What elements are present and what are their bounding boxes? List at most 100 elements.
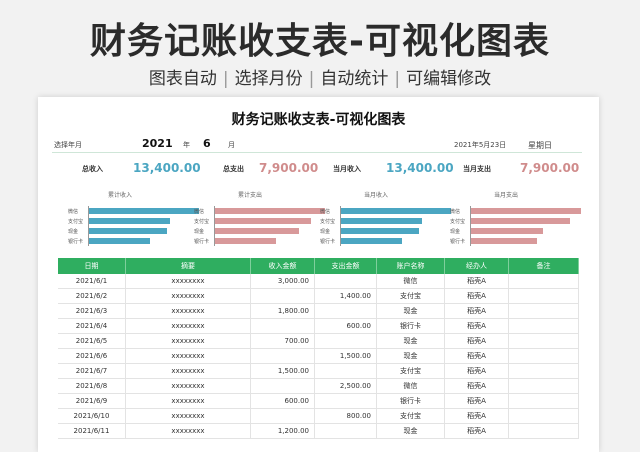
table-row[interactable]: 2021/6/4 xxxxxxxx 600.00 银行卡 稻壳A bbox=[58, 319, 579, 334]
table-cell[interactable] bbox=[251, 379, 315, 394]
table-cell[interactable]: xxxxxxxx bbox=[126, 289, 251, 304]
table-cell[interactable] bbox=[509, 379, 579, 394]
banner-subtitle: 图表自动 | 选择月份 | 自动统计 | 可编辑修改 bbox=[0, 64, 640, 89]
table-cell[interactable]: 稻壳A bbox=[445, 424, 509, 439]
table-cell[interactable]: 2,500.00 bbox=[315, 379, 377, 394]
table-cell[interactable]: xxxxxxxx bbox=[126, 394, 251, 409]
table-cell[interactable] bbox=[509, 349, 579, 364]
table-cell[interactable] bbox=[509, 319, 579, 334]
table-cell[interactable]: 1,200.00 bbox=[251, 424, 315, 439]
month-select[interactable]: 6 bbox=[203, 137, 211, 150]
table-cell[interactable]: 微信 bbox=[377, 379, 445, 394]
table-cell[interactable]: 稻壳A bbox=[445, 379, 509, 394]
table-cell[interactable] bbox=[509, 424, 579, 439]
table-cell[interactable] bbox=[251, 409, 315, 424]
table-cell[interactable]: 2021/6/2 bbox=[58, 289, 126, 304]
table-cell[interactable]: xxxxxxxx bbox=[126, 304, 251, 319]
table-cell[interactable]: 银行卡 bbox=[377, 319, 445, 334]
table-cell[interactable]: 稻壳A bbox=[445, 319, 509, 334]
table-cell[interactable]: 2021/6/9 bbox=[58, 394, 126, 409]
table-cell[interactable]: 现金 bbox=[377, 334, 445, 349]
year-unit: 年 bbox=[183, 141, 190, 149]
column-header[interactable]: 备注 bbox=[509, 258, 579, 274]
feature-label: 选择月份 bbox=[234, 69, 303, 89]
table-cell[interactable]: 2021/6/5 bbox=[58, 334, 126, 349]
table-cell[interactable] bbox=[315, 364, 377, 379]
table-cell[interactable] bbox=[315, 334, 377, 349]
table-cell[interactable]: 支付宝 bbox=[377, 364, 445, 379]
column-header[interactable]: 日期 bbox=[58, 258, 126, 274]
table-cell[interactable]: 600.00 bbox=[315, 319, 377, 334]
table-cell[interactable]: xxxxxxxx bbox=[126, 364, 251, 379]
table-cell[interactable]: 1,400.00 bbox=[315, 289, 377, 304]
table-row[interactable]: 2021/6/1 xxxxxxxx 3,000.00 微信 稻壳A bbox=[58, 274, 579, 289]
table-cell[interactable]: 现金 bbox=[377, 304, 445, 319]
table-cell[interactable] bbox=[509, 274, 579, 289]
table-cell[interactable] bbox=[509, 364, 579, 379]
column-header[interactable]: 收入金额 bbox=[251, 258, 315, 274]
column-header[interactable]: 经办人 bbox=[445, 258, 509, 274]
column-header[interactable]: 账户名称 bbox=[377, 258, 445, 274]
table-cell[interactable]: 2021/6/4 bbox=[58, 319, 126, 334]
table-cell[interactable]: 稻壳A bbox=[445, 349, 509, 364]
table-cell[interactable]: 支付宝 bbox=[377, 289, 445, 304]
table-cell[interactable]: 1,500.00 bbox=[251, 364, 315, 379]
table-cell[interactable]: 支付宝 bbox=[377, 409, 445, 424]
table-cell[interactable]: 2021/6/10 bbox=[58, 409, 126, 424]
table-cell[interactable]: 稻壳A bbox=[445, 334, 509, 349]
column-header[interactable]: 摘要 bbox=[126, 258, 251, 274]
table-cell[interactable]: 2021/6/11 bbox=[58, 424, 126, 439]
table-cell[interactable]: 2021/6/6 bbox=[58, 349, 126, 364]
table-cell[interactable] bbox=[251, 289, 315, 304]
table-row[interactable]: 2021/6/11 xxxxxxxx 1,200.00 现金 稻壳A bbox=[58, 424, 579, 439]
column-header[interactable]: 支出金额 bbox=[315, 258, 377, 274]
table-cell[interactable] bbox=[509, 334, 579, 349]
table-cell[interactable]: 稻壳A bbox=[445, 409, 509, 424]
year-select[interactable]: 2021 bbox=[142, 137, 173, 150]
table-cell[interactable]: 1,800.00 bbox=[251, 304, 315, 319]
table-row[interactable]: 2021/6/5 xxxxxxxx 700.00 现金 稻壳A bbox=[58, 334, 579, 349]
table-cell[interactable] bbox=[315, 394, 377, 409]
table-cell[interactable]: xxxxxxxx bbox=[126, 409, 251, 424]
table-cell[interactable]: xxxxxxxx bbox=[126, 349, 251, 364]
table-row[interactable]: 2021/6/2 xxxxxxxx 1,400.00 支付宝 稻壳A bbox=[58, 289, 579, 304]
table-row[interactable]: 2021/6/3 xxxxxxxx 1,800.00 现金 稻壳A bbox=[58, 304, 579, 319]
table-cell[interactable] bbox=[509, 409, 579, 424]
table-cell[interactable]: 微信 bbox=[377, 274, 445, 289]
table-cell[interactable]: 稻壳A bbox=[445, 289, 509, 304]
table-cell[interactable] bbox=[251, 349, 315, 364]
table-row[interactable]: 2021/6/9 xxxxxxxx 600.00 银行卡 稻壳A bbox=[58, 394, 579, 409]
table-cell[interactable]: xxxxxxxx bbox=[126, 379, 251, 394]
table-cell[interactable] bbox=[315, 424, 377, 439]
table-cell[interactable] bbox=[251, 319, 315, 334]
table-cell[interactable]: 稻壳A bbox=[445, 394, 509, 409]
table-cell[interactable]: 700.00 bbox=[251, 334, 315, 349]
table-cell[interactable]: 稻壳A bbox=[445, 274, 509, 289]
table-cell[interactable]: 1,500.00 bbox=[315, 349, 377, 364]
table-cell[interactable]: 2021/6/8 bbox=[58, 379, 126, 394]
table-cell[interactable] bbox=[509, 394, 579, 409]
table-cell[interactable]: 2021/6/3 bbox=[58, 304, 126, 319]
table-cell[interactable]: 800.00 bbox=[315, 409, 377, 424]
table-row[interactable]: 2021/6/6 xxxxxxxx 1,500.00 现金 稻壳A bbox=[58, 349, 579, 364]
table-cell[interactable]: xxxxxxxx bbox=[126, 334, 251, 349]
table-cell[interactable]: 3,000.00 bbox=[251, 274, 315, 289]
table-row[interactable]: 2021/6/8 xxxxxxxx 2,500.00 微信 稻壳A bbox=[58, 379, 579, 394]
table-cell[interactable] bbox=[315, 274, 377, 289]
table-cell[interactable] bbox=[315, 304, 377, 319]
table-cell[interactable] bbox=[509, 304, 579, 319]
table-row[interactable]: 2021/6/7 xxxxxxxx 1,500.00 支付宝 稻壳A bbox=[58, 364, 579, 379]
table-cell[interactable]: 现金 bbox=[377, 349, 445, 364]
table-cell[interactable]: 银行卡 bbox=[377, 394, 445, 409]
table-row[interactable]: 2021/6/10 xxxxxxxx 800.00 支付宝 稻壳A bbox=[58, 409, 579, 424]
table-cell[interactable]: xxxxxxxx bbox=[126, 319, 251, 334]
table-cell[interactable]: 稻壳A bbox=[445, 364, 509, 379]
table-cell[interactable]: 600.00 bbox=[251, 394, 315, 409]
table-cell[interactable] bbox=[509, 289, 579, 304]
table-cell[interactable]: 2021/6/7 bbox=[58, 364, 126, 379]
table-cell[interactable]: 现金 bbox=[377, 424, 445, 439]
table-cell[interactable]: xxxxxxxx bbox=[126, 424, 251, 439]
table-cell[interactable]: 稻壳A bbox=[445, 304, 509, 319]
table-cell[interactable]: xxxxxxxx bbox=[126, 274, 251, 289]
table-cell[interactable]: 2021/6/1 bbox=[58, 274, 126, 289]
